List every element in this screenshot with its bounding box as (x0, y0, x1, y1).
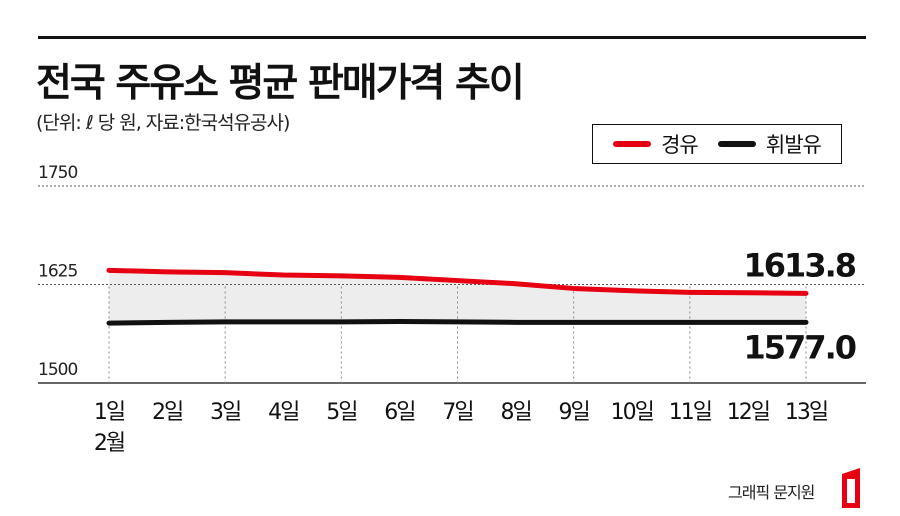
x-tick-label-3: 3일 (210, 400, 241, 425)
x-tick-label-8: 8일 (500, 400, 531, 425)
x-tick-label-6: 6일 (384, 400, 415, 425)
publisher-logo-icon (842, 468, 860, 508)
chart-title: 전국 주유소 평균 판매가격 추이 (36, 61, 525, 106)
chart-legend: 경유 휘발유 (592, 124, 842, 164)
end-label-gasoline: 1577.0 (744, 328, 856, 366)
y-tick-label-1750: 1750 (38, 163, 77, 183)
legend-swatch-gasoline (717, 141, 756, 147)
x-tick-label-7: 7일 (442, 400, 473, 425)
y-tick-label-1500: 1500 (38, 360, 77, 380)
legend-label-diesel: 경유 (661, 133, 699, 157)
x-tick-label-13: 13일 (785, 400, 828, 425)
top-rule (38, 36, 866, 39)
x-tick-label-10: 10일 (611, 400, 654, 425)
chart-subtitle: (단위: ℓ 당 원, 자료:한국석유공사) (36, 112, 290, 134)
x-tick-label-1: 1일 (94, 400, 125, 425)
x-tick-label-11: 11일 (669, 400, 712, 425)
x-tick-label-5: 5일 (326, 400, 357, 425)
series-line-gasoline (106, 319, 809, 326)
x-tick-label-12: 12일 (727, 400, 770, 425)
graphic-credit: 그래픽 문지원 (728, 483, 815, 502)
x-axis-month-label: 2월 (94, 431, 125, 456)
end-label-diesel: 1613.8 (744, 246, 856, 284)
x-tick-label-4: 4일 (268, 400, 299, 425)
legend-swatch-diesel (613, 141, 652, 147)
legend-item-diesel: 경유 (613, 129, 699, 159)
x-tick-label-2: 2일 (152, 400, 183, 425)
legend-label-gasoline: 휘발유 (765, 133, 822, 157)
x-tick-label-9: 9일 (559, 400, 590, 425)
y-tick-label-1625: 1625 (38, 262, 77, 282)
legend-item-gasoline: 휘발유 (717, 129, 822, 159)
